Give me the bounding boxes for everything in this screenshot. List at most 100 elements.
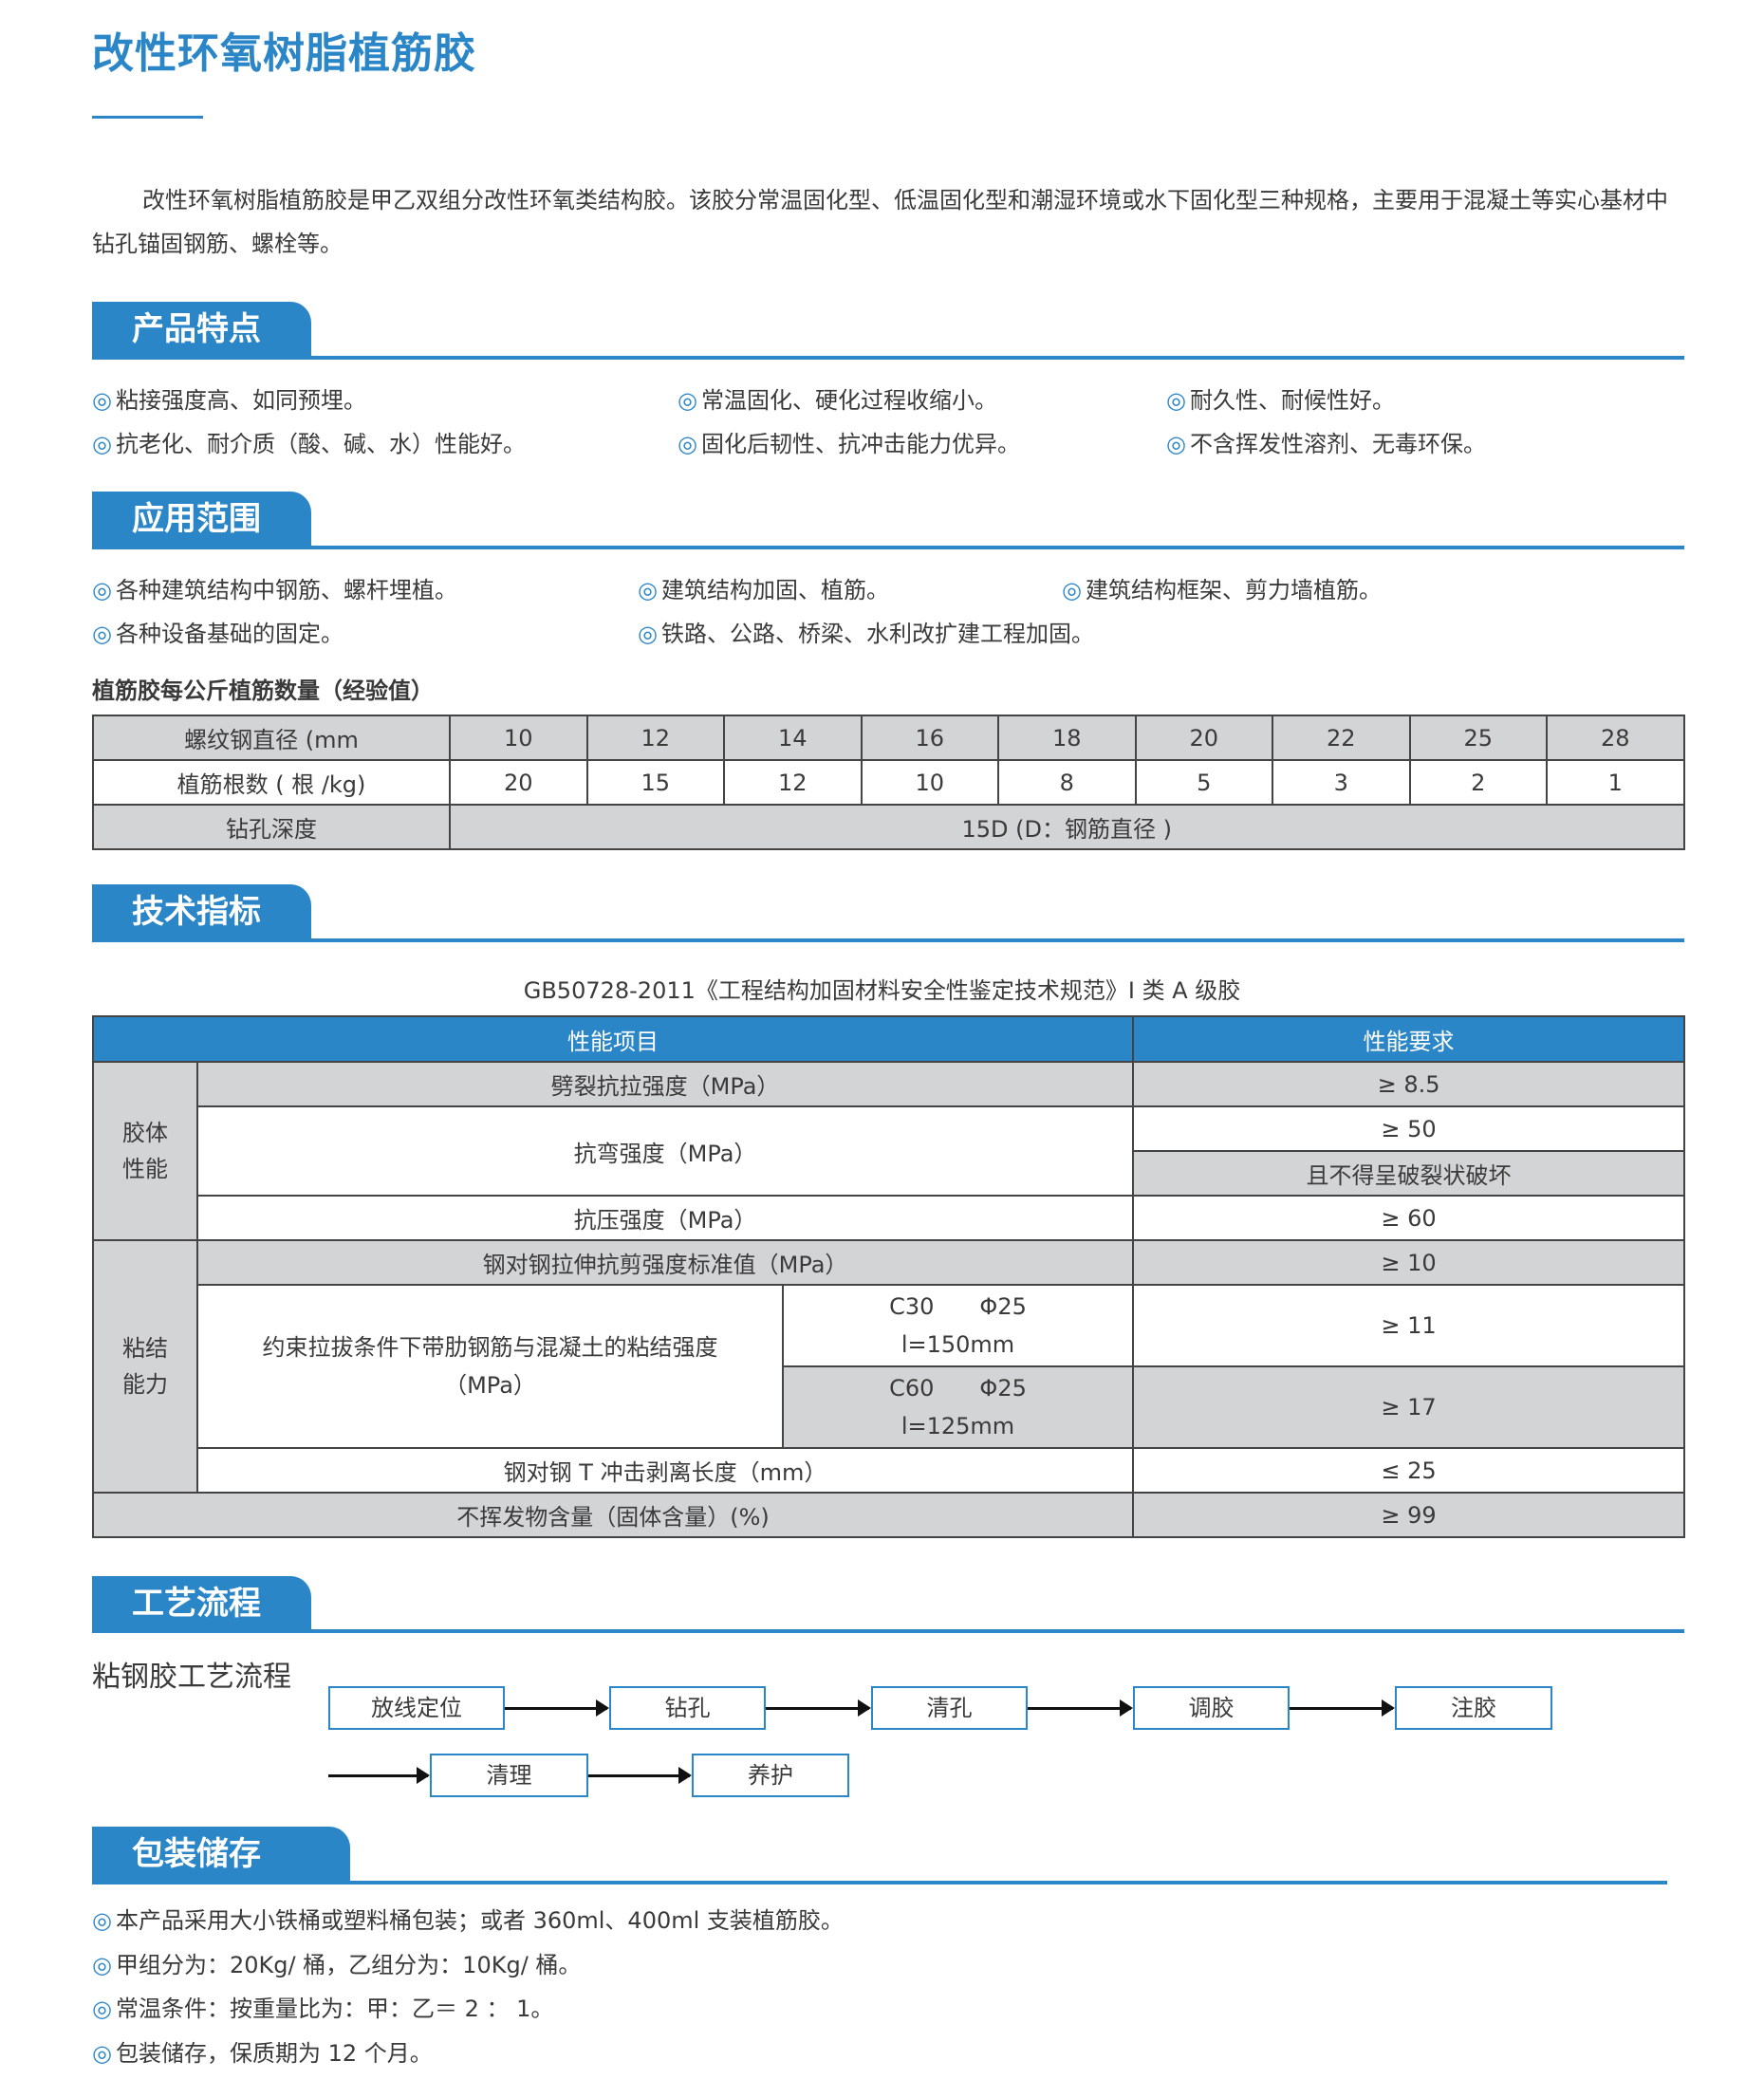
requirement-cell: 且不得呈破裂状破坏 — [1132, 1150, 1686, 1197]
feature-item: ◎ 不含挥发性溶剂、无毒环保。 — [1166, 425, 1486, 458]
condition-line: l=125mm — [901, 1413, 1015, 1439]
section-heading-applications: 应用范围 — [92, 492, 311, 548]
item-cell: 抗压强度（MPa） — [195, 1195, 1135, 1241]
count-cell: 5 — [1134, 759, 1273, 806]
section-heading-process: 工艺流程 — [92, 1576, 311, 1632]
packaging-text: 包装储存，保质期为 12 个月。 — [115, 2040, 433, 2067]
table-row: 螺纹钢直径 (mm 10 12 14 16 18 20 22 25 28 — [92, 715, 1685, 761]
bullet-icon: ◎ — [638, 621, 658, 647]
flow-step: 养护 — [692, 1754, 849, 1797]
rebar-table-caption: 植筋胶每公斤植筋数量（经验值） — [92, 678, 434, 704]
feature-text: 常温固化、硬化过程收缩小。 — [700, 387, 997, 414]
intro-paragraph: 改性环氧树脂植筋胶是甲乙双组分改性环氧类结构胶。该胶分常温固化型、低温固化型和潮… — [92, 187, 1668, 257]
requirement-cell: ≥ 60 — [1132, 1195, 1686, 1241]
application-item: ◎ 建筑结构加固、植筋。 — [638, 571, 889, 604]
table-row: 粘结能力 钢对钢拉伸抗剪强度标准值（MPa） ≥ 10 — [92, 1239, 1686, 1494]
feature-item: ◎ 耐久性、耐候性好。 — [1166, 381, 1395, 415]
application-item: ◎ 铁路、公路、桥梁、水利改扩建工程加固。 — [638, 615, 1094, 648]
requirement-cell: ≥ 8.5 — [1132, 1061, 1686, 1107]
table-row: 植筋根数 ( 根 /kg) 20 15 12 10 8 5 3 2 1 — [92, 759, 1685, 806]
process-label: 粘钢胶工艺流程 — [92, 1661, 291, 1694]
application-text: 铁路、公路、桥梁、水利改扩建工程加固。 — [660, 621, 1094, 647]
section-divider — [92, 546, 1684, 549]
flow-step: 放线定位 — [328, 1686, 505, 1730]
feature-text: 耐久性、耐候性好。 — [1189, 387, 1395, 414]
condition-line: C30 Φ25 — [889, 1293, 1027, 1320]
condition-line: C60 Φ25 — [889, 1375, 1027, 1402]
table-row: C60 Φ25 l=125mm ≥ 17 — [93, 1365, 1686, 1449]
requirement-cell: ≥ 10 — [1132, 1239, 1686, 1286]
requirement-cell: ≤ 25 — [1132, 1447, 1686, 1494]
bullet-icon: ◎ — [92, 621, 112, 647]
flow-step: 注胶 — [1395, 1686, 1552, 1730]
table-row: 抗弯强度（MPa） ≥ 50 — [93, 1105, 1686, 1197]
section-heading-features: 产品特点 — [92, 302, 311, 358]
diameter-cell: 18 — [997, 715, 1137, 761]
table-row: 不挥发物含量（固体含量）(%) ≥ 99 — [91, 1492, 1686, 1538]
spec-caption: GB50728-2011《工程结构加固材料安全性鉴定技术规范》I 类 A 级胶 — [523, 977, 1241, 1004]
bullet-icon: ◎ — [678, 387, 697, 414]
feature-text: 抗老化、耐介质（酸、碱、水）性能好。 — [115, 431, 526, 457]
item-cell: 劈裂抗拉强度（MPa） — [195, 1061, 1135, 1107]
diameter-cell: 25 — [1408, 715, 1548, 761]
count-cell: 3 — [1272, 759, 1411, 806]
section-divider — [92, 356, 1684, 360]
bullet-icon: ◎ — [92, 387, 112, 414]
bullet-icon: ◎ — [92, 1996, 112, 2022]
item-cell: 不挥发物含量（固体含量）(%) — [91, 1492, 1135, 1538]
feature-text: 粘接强度高、如同预埋。 — [115, 387, 366, 414]
arrow-right-icon — [766, 1699, 871, 1717]
diameter-cell: 20 — [1134, 715, 1273, 761]
flow-step: 钻孔 — [609, 1686, 766, 1730]
table-header: 性能项目 性能要求 — [91, 1015, 1686, 1063]
item-cell: 约束拉拔条件下带肋钢筋与混凝土的粘结强度（MPa） — [196, 1284, 784, 1449]
diameter-cell: 16 — [860, 715, 999, 761]
section-heading-packaging: 包装储存 — [92, 1827, 350, 1884]
requirement-cell: ≥ 11 — [1132, 1284, 1686, 1367]
packaging-item: ◎ 本产品采用大小铁桶或塑料桶包装；或者 360ml、400ml 支装植筋胶。 — [92, 1902, 844, 1935]
count-cell: 12 — [723, 759, 863, 806]
application-text: 建筑结构加固、植筋。 — [660, 577, 889, 603]
application-item: ◎ 建筑结构框架、剪力墙植筋。 — [1062, 571, 1382, 604]
section-divider — [92, 1881, 1667, 1884]
table-row: 钢对钢 T 冲击剥离长度（mm） ≤ 25 — [93, 1447, 1686, 1494]
count-cell: 10 — [860, 759, 999, 806]
column-header: 性能项目 — [91, 1015, 1135, 1063]
depth-cell: 15D (D：钢筋直径 ) — [449, 804, 1685, 850]
section-divider — [92, 938, 1684, 942]
item-cell: 钢对钢 T 冲击剥离长度（mm） — [195, 1447, 1135, 1494]
item-cell: 钢对钢拉伸抗剪强度标准值（MPa） — [195, 1239, 1135, 1286]
arrow-right-icon — [1028, 1699, 1133, 1717]
bullet-icon: ◎ — [1166, 431, 1186, 457]
requirement-cell: ≥ 50 — [1132, 1105, 1686, 1152]
table-row: 且不得呈破裂状破坏 — [93, 1150, 1686, 1197]
section-heading-spec: 技术指标 — [92, 884, 311, 940]
arrow-right-icon — [588, 1767, 692, 1784]
application-text: 各种建筑结构中钢筋、螺杆埋植。 — [115, 577, 457, 603]
bullet-icon: ◎ — [638, 577, 658, 603]
column-header: 性能要求 — [1132, 1015, 1686, 1063]
count-cell: 20 — [449, 759, 588, 806]
condition-cell: C60 Φ25 l=125mm — [781, 1365, 1135, 1449]
bullet-icon: ◎ — [92, 1907, 112, 1934]
bullet-icon: ◎ — [92, 2040, 112, 2067]
bullet-icon: ◎ — [1062, 577, 1082, 603]
bullet-icon: ◎ — [1166, 387, 1186, 414]
condition-cell: C30 Φ25 l=150mm — [781, 1284, 1135, 1367]
bullet-icon: ◎ — [678, 431, 697, 457]
diameter-cell: 10 — [449, 715, 588, 761]
section-divider — [92, 1629, 1684, 1633]
packaging-item: ◎ 甲组分为：20Kg/ 桶，乙组分为：10Kg/ 桶。 — [92, 1946, 581, 1979]
count-cell: 15 — [585, 759, 725, 806]
count-cell: 8 — [997, 759, 1137, 806]
application-text: 建筑结构框架、剪力墙植筋。 — [1085, 577, 1382, 603]
diameter-cell: 22 — [1272, 715, 1411, 761]
row-label: 植筋根数 ( 根 /kg) — [92, 759, 451, 806]
table-row: 抗压强度（MPa） ≥ 60 — [93, 1195, 1686, 1241]
feature-text: 固化后韧性、抗冲击能力优异。 — [700, 431, 1020, 457]
table-row: 钻孔深度 15D (D：钢筋直径 ) — [92, 804, 1685, 850]
condition-line: l=150mm — [901, 1331, 1015, 1358]
packaging-text: 本产品采用大小铁桶或塑料桶包装；或者 360ml、400ml 支装植筋胶。 — [115, 1907, 844, 1934]
diameter-cell: 28 — [1546, 715, 1685, 761]
feature-item: ◎ 粘接强度高、如同预埋。 — [92, 381, 366, 415]
